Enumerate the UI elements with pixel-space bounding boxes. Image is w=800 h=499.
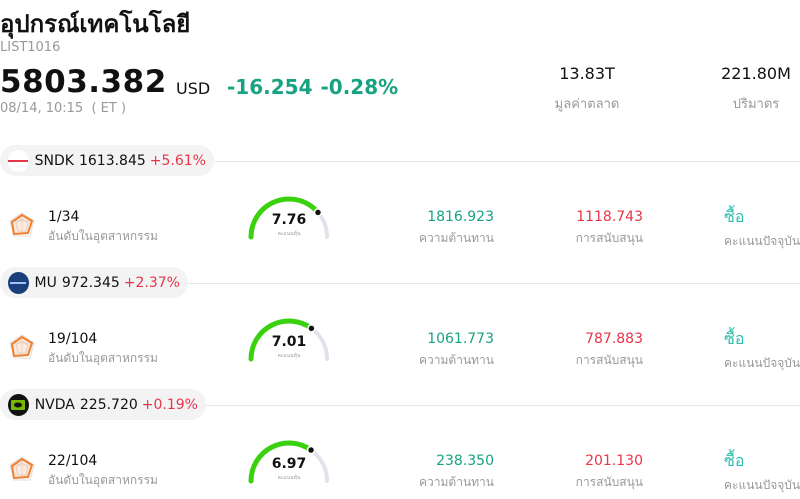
stock-score-value: 6.97	[271, 456, 307, 472]
gauge-marker	[307, 324, 316, 333]
micron-wordmark-icon	[10, 281, 27, 284]
rank-radar-icon	[9, 212, 35, 237]
market-cap-value: 13.83T	[559, 64, 615, 83]
resistance-value: 1816.923	[427, 209, 494, 225]
list-code: LIST1016	[0, 40, 61, 55]
support-label: การสนับสนุน	[575, 231, 643, 245]
stock-change-percent: +0.19%	[141, 396, 198, 413]
support-value: 787.883	[585, 331, 643, 347]
rank-radar-icon	[9, 334, 35, 359]
stock-header-mu[interactable]: MU 972.345 +2.37%	[0, 267, 188, 298]
price-change: -16.254 -0.28%	[227, 75, 398, 99]
stock-score-caption: คะแนนหุ้น	[277, 231, 301, 237]
sandisk-logo	[8, 149, 29, 172]
support-value: 1118.743	[576, 209, 643, 225]
nvidia-logo	[8, 393, 29, 416]
gauge-marker	[313, 208, 323, 217]
page-title: อุปกรณ์เทคโนโลยี	[0, 10, 191, 38]
score-gauge	[248, 196, 329, 240]
stock-score-value: 7.76	[271, 212, 307, 228]
industry-rank-value: 22/104	[48, 453, 98, 469]
micron-logo	[8, 271, 29, 294]
score-gauge	[248, 318, 329, 362]
price-currency: USD	[176, 79, 211, 98]
stock-change-percent: +2.37%	[123, 274, 180, 291]
industry-rank-label: อันดับในอุตสาหกรรม	[48, 473, 158, 487]
recommendation-label: คะแนนปัจจุบัน	[724, 234, 800, 248]
stock-price: 972.345	[61, 274, 120, 291]
industry-rank-value: 19/104	[48, 331, 98, 347]
volume-label: ปริมาตร	[732, 97, 780, 112]
stock-header-sndk[interactable]: SNDK 1613.845 +5.61%	[0, 145, 214, 176]
volume-stat: 221.80M ปริมาตร	[706, 64, 800, 114]
sandisk-wordmark-icon	[8, 159, 29, 162]
stock-score-caption: คะแนนหุ้น	[277, 475, 301, 481]
stock-score-value: 7.01	[271, 334, 307, 350]
stock-ticker: SNDK	[34, 152, 74, 169]
market-cap-label: มูลค่าตลาด	[554, 97, 620, 112]
industry-rank-value: 1/34	[48, 209, 80, 225]
support-label: การสนับสนุน	[575, 353, 643, 367]
gauge-marker	[306, 445, 316, 455]
resistance-value: 238.350	[436, 453, 494, 469]
recommendation-value[interactable]: ซื้อ	[724, 451, 745, 470]
recommendation-value[interactable]: ซื้อ	[724, 207, 745, 226]
change-percent: -0.28%	[320, 75, 399, 99]
stock-price: 1613.845	[78, 152, 146, 169]
stock-ticker: NVDA	[34, 396, 75, 413]
stock-detail-row[interactable]: 19/104 อันดับในอุตสาหกรรม 7.01 คะแนนหุ้น 106…	[0, 318, 800, 385]
rank-radar-icon	[9, 456, 35, 481]
section-divider	[0, 161, 800, 162]
change-value: -16.254	[227, 75, 313, 99]
stock-header-nvda[interactable]: NVDA 225.720 +0.19%	[0, 389, 206, 420]
stock-detail-row[interactable]: 22/104 อันดับในอุตสาหกรรม 6.97 คะแนนหุ้น 238…	[0, 440, 800, 499]
stock-change-percent: +5.61%	[149, 152, 206, 169]
industry-rank-label: อันดับในอุตสาหกรรม	[48, 351, 158, 365]
resistance-label: ความต้านทาน	[419, 353, 494, 367]
recommendation-label: คะแนนปัจจุบัน	[724, 356, 800, 370]
stock-detail-row[interactable]: 1/34 อันดับในอุตสาหกรรม 7.76 คะแนนหุ้น 1816.…	[0, 196, 800, 263]
stock-ticker: MU	[34, 274, 57, 291]
nvidia-eye-icon	[11, 399, 26, 410]
stock-score-caption: คะแนนหุ้น	[277, 353, 301, 359]
score-gauge	[248, 440, 329, 484]
industry-rank-label: อันดับในอุตสาหกรรม	[48, 229, 158, 243]
quote-time: 08/14, 10:15 ( ET )	[0, 101, 127, 116]
section-divider	[0, 405, 800, 406]
index-price: 5803.382	[0, 64, 167, 100]
resistance-label: ความต้านทาน	[419, 231, 494, 245]
resistance-label: ความต้านทาน	[419, 475, 494, 489]
volume-value: 221.80M	[721, 64, 791, 83]
support-label: การสนับสนุน	[575, 475, 643, 489]
support-value: 201.130	[585, 453, 643, 469]
market-cap-stat: 13.83T มูลค่าตลาด	[532, 64, 642, 114]
recommendation-label: คะแนนปัจจุบัน	[724, 478, 800, 492]
gauge-fill	[248, 318, 314, 362]
gauge-fill	[248, 196, 321, 240]
section-divider	[0, 283, 800, 284]
gauge-fill	[248, 440, 314, 484]
resistance-value: 1061.773	[427, 331, 494, 347]
recommendation-value[interactable]: ซื้อ	[724, 329, 745, 348]
stock-price: 225.720	[79, 396, 138, 413]
